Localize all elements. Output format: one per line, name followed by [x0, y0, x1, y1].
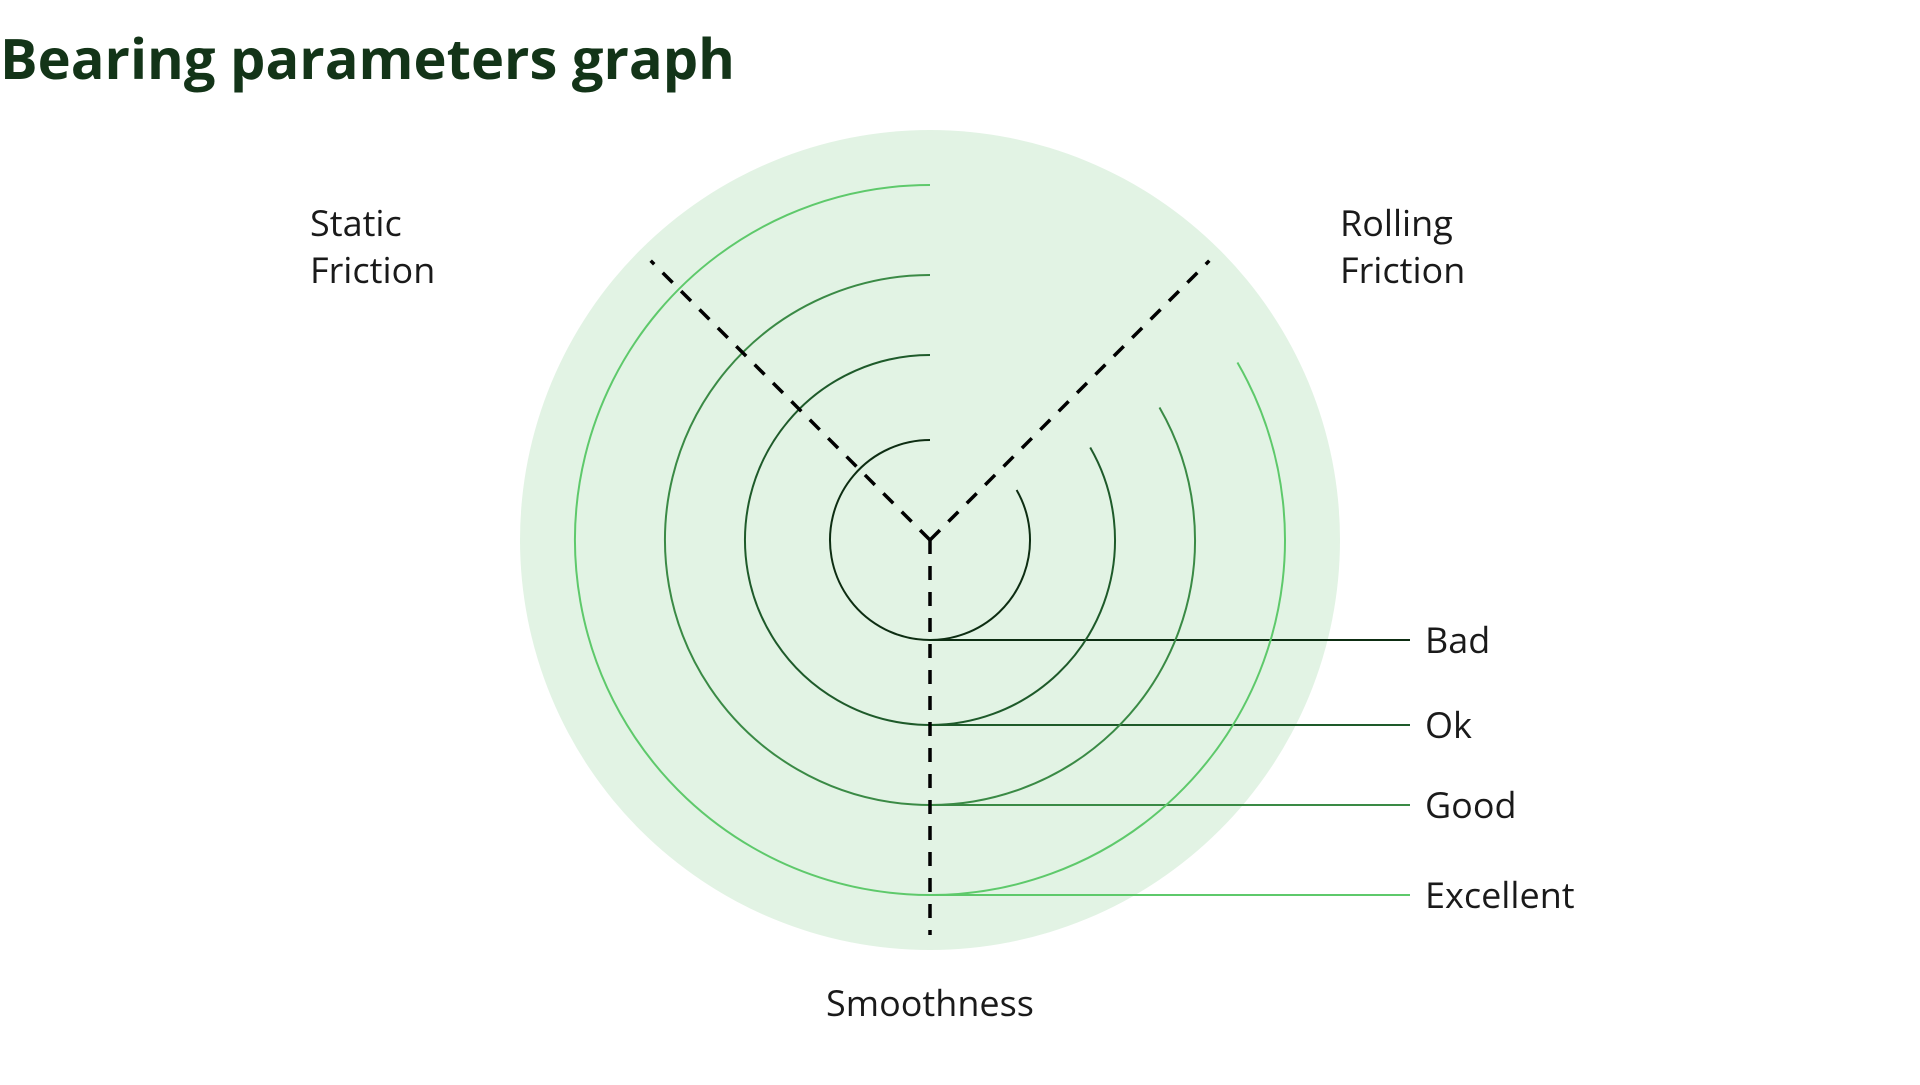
ring-label: Excellent: [1425, 872, 1575, 919]
axis-label-rolling: Rolling Friction: [1340, 200, 1465, 294]
axis-label-static: Static Friction: [310, 200, 435, 294]
ring-label: Ok: [1425, 702, 1472, 749]
ring-label: Good: [1425, 782, 1517, 829]
ring-label: Bad: [1425, 617, 1490, 664]
axis-label-smooth: Smoothness: [780, 980, 1080, 1027]
chart-svg: [0, 0, 1920, 1080]
radial-chart: [0, 0, 1920, 1085]
